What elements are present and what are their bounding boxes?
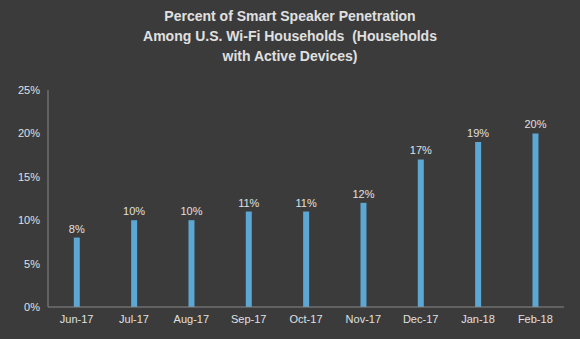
svg-text:12%: 12% bbox=[352, 188, 374, 200]
svg-text:Jun-17: Jun-17 bbox=[60, 313, 94, 325]
svg-text:Jan-18: Jan-18 bbox=[461, 313, 495, 325]
svg-text:Jul-17: Jul-17 bbox=[119, 313, 149, 325]
svg-text:0%: 0% bbox=[24, 301, 40, 313]
html-text:Percent of Smart Speaker Penet: Percent of Smart Speaker Penetration bbox=[164, 8, 416, 24]
svg-text:Nov-17: Nov-17 bbox=[346, 313, 381, 325]
svg-text:11%: 11% bbox=[296, 197, 317, 209]
svg-text:5%: 5% bbox=[24, 258, 40, 270]
svg-text:Oct-17: Oct-17 bbox=[289, 313, 322, 325]
svg-text:Feb-18: Feb-18 bbox=[518, 313, 553, 325]
svg-text:20%: 20% bbox=[524, 118, 546, 130]
svg-text:10%: 10% bbox=[18, 214, 40, 226]
svg-text:Aug-17: Aug-17 bbox=[174, 313, 209, 325]
svg-text:10%: 10% bbox=[123, 205, 145, 217]
svg-text:19%: 19% bbox=[467, 127, 489, 139]
svg-text:Sep-17: Sep-17 bbox=[231, 313, 266, 325]
svg-text:15%: 15% bbox=[18, 171, 40, 183]
svg-text:8%: 8% bbox=[69, 223, 85, 235]
html-text:with Active Devices): with Active Devices) bbox=[222, 48, 358, 64]
svg-text:20%: 20% bbox=[18, 127, 40, 139]
html-text:Among U.S. Wi-Fi Households (H: Among U.S. Wi-Fi Households (Households bbox=[143, 28, 437, 44]
svg-text:11%: 11% bbox=[238, 197, 259, 209]
svg-text:25%: 25% bbox=[18, 84, 40, 96]
svg-text:17%: 17% bbox=[410, 144, 432, 156]
svg-text:Dec-17: Dec-17 bbox=[403, 313, 438, 325]
svg-text:10%: 10% bbox=[180, 205, 202, 217]
